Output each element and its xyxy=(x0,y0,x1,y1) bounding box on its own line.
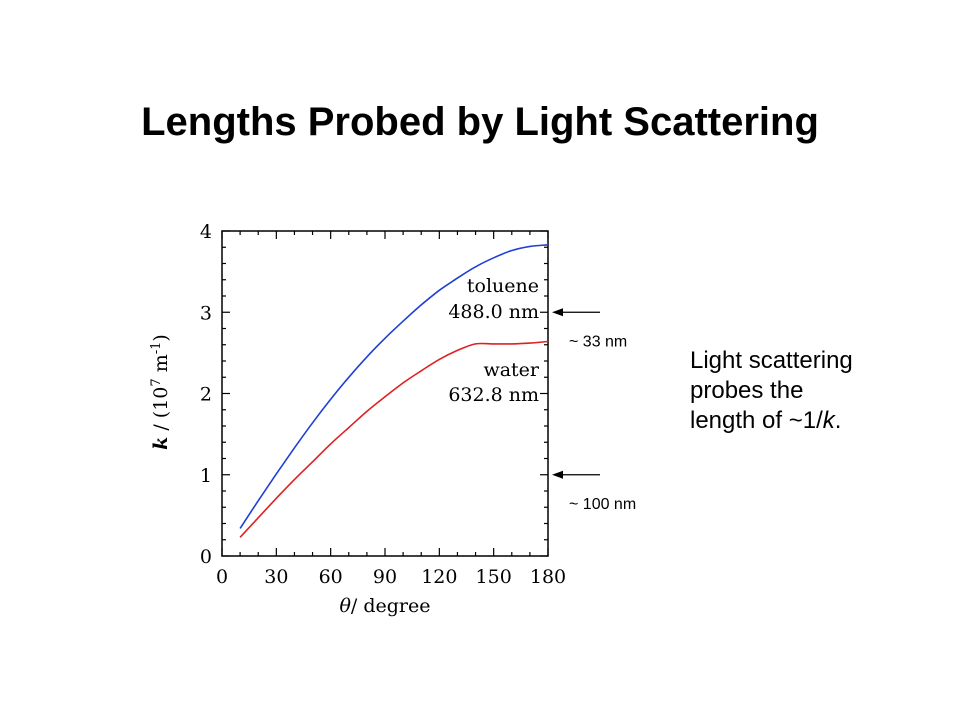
annotations: ~ 33 nm ~ 100 nm xyxy=(552,308,636,513)
annotation-0: ~ 33 nm xyxy=(552,308,627,350)
y-tick-label: 4 xyxy=(200,221,212,243)
note-line-3: length of ~1/k. xyxy=(690,407,842,434)
annotation-arrow-head xyxy=(552,470,563,479)
explanation-note: Light scattering probes the length of ~1… xyxy=(690,346,940,436)
note-line-2: probes the xyxy=(690,377,804,404)
y-tick-label: 0 xyxy=(200,546,212,568)
x-tick-label: 90 xyxy=(373,566,397,588)
x-tick-label: 60 xyxy=(319,566,343,588)
x-tick-label: 180 xyxy=(530,566,566,588)
series-lines xyxy=(239,244,549,538)
annotation-1: ~ 100 nm xyxy=(552,470,636,513)
series-line-water xyxy=(239,340,549,538)
y-tick-label: 1 xyxy=(200,465,212,487)
y-axis-label: k / (107 m-1) xyxy=(149,334,172,450)
series-label-toluene-name: toluene xyxy=(467,275,539,297)
annotation-label: ~ 100 nm xyxy=(569,496,636,513)
tick-labels: 0 30 60 90 120 150 180 0 1 2 3 4 xyxy=(200,221,566,588)
tick-marks xyxy=(221,230,549,557)
x-tick-label: 0 xyxy=(216,566,228,588)
slide-title: Lengths Probed by Light Scattering xyxy=(141,100,819,144)
y-tick-label: 3 xyxy=(200,302,212,324)
y-tick-label: 2 xyxy=(200,384,212,406)
annotation-label: ~ 33 nm xyxy=(569,333,627,350)
x-tick-label: 120 xyxy=(421,566,457,588)
x-tick-label: 150 xyxy=(476,566,512,588)
note-line-1: Light scattering xyxy=(690,347,853,374)
series-label-water-name: water xyxy=(483,359,539,381)
series-line-toluene xyxy=(239,244,549,529)
series-label-toluene-wavelength: 488.0 nm xyxy=(448,301,539,323)
annotation-arrow-head xyxy=(552,308,563,317)
x-tick-label: 30 xyxy=(264,566,288,588)
x-axis-label: θ/ degree xyxy=(339,595,430,617)
series-label-water-wavelength: 632.8 nm xyxy=(448,384,539,406)
